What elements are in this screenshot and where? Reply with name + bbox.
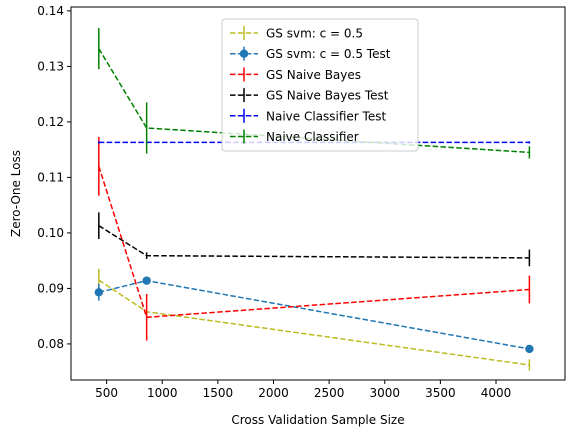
y-axis-label: Zero-One Loss: [9, 150, 23, 237]
series-line: [98, 279, 530, 366]
y-tick-label: 0.12: [37, 115, 64, 129]
series-line: [98, 225, 530, 259]
x-tick-label: 3000: [369, 386, 400, 400]
y-tick-label: 0.13: [37, 59, 64, 73]
x-tick-label: 4000: [481, 386, 512, 400]
plot-frame: [70, 6, 566, 381]
series-3: [98, 136, 531, 341]
legend-box: [221, 18, 419, 152]
legend: GS svm: c = 0.5 GS svm: c = 0.5 Test GS Na…: [221, 18, 419, 152]
legend-label: Naive Classifier Test: [266, 109, 386, 123]
y-tick-label: 0.08: [37, 337, 64, 351]
y-tick-label: 0.10: [37, 226, 64, 240]
y-tick-label: 0.11: [37, 170, 64, 184]
data-point: [142, 276, 151, 285]
legend-entry: Naive Classifier Test: [230, 108, 386, 123]
legend-entry: GS svm: c = 0.5: [230, 26, 363, 41]
y-tick-label: 0.09: [37, 281, 64, 295]
x-axis: 500 1000 1500 2000 2500 3000 3500 4000: [95, 380, 511, 400]
x-axis-label: Cross Validation Sample Size: [231, 413, 404, 427]
x-tick-label: 2500: [314, 386, 345, 400]
data-point: [94, 288, 104, 297]
x-tick-label: 2000: [258, 386, 289, 400]
y-axis: 0.08 0.09 0.10 0.11 0.12 0.13 0.14: [37, 4, 71, 351]
series-2: [94, 276, 534, 354]
x-tick-label: 1000: [147, 386, 178, 400]
x-tick-label: 3500: [425, 386, 456, 400]
y-tick-label: 0.14: [37, 4, 64, 18]
series-line: [98, 166, 530, 319]
legend-entry: GS Naive Bayes: [230, 67, 361, 82]
series-4: [98, 212, 531, 267]
legend-label: GS Naive Bayes: [266, 68, 361, 82]
legend-marker: [239, 49, 249, 58]
legend-entry: GS Naive Bayes Test: [230, 88, 389, 103]
legend-label: GS Naive Bayes Test: [266, 89, 389, 103]
legend-label: GS svm: c = 0.5 Test: [266, 47, 391, 61]
legend-label: GS svm: c = 0.5: [266, 27, 363, 41]
x-tick-label: 500: [95, 386, 118, 400]
legend-entry: Naive Classifier: [230, 129, 359, 144]
data-point: [525, 344, 534, 354]
legend-entry: GS svm: c = 0.5 Test: [230, 46, 391, 61]
x-tick-label: 1500: [203, 386, 234, 400]
legend-label: Naive Classifier: [266, 130, 359, 144]
